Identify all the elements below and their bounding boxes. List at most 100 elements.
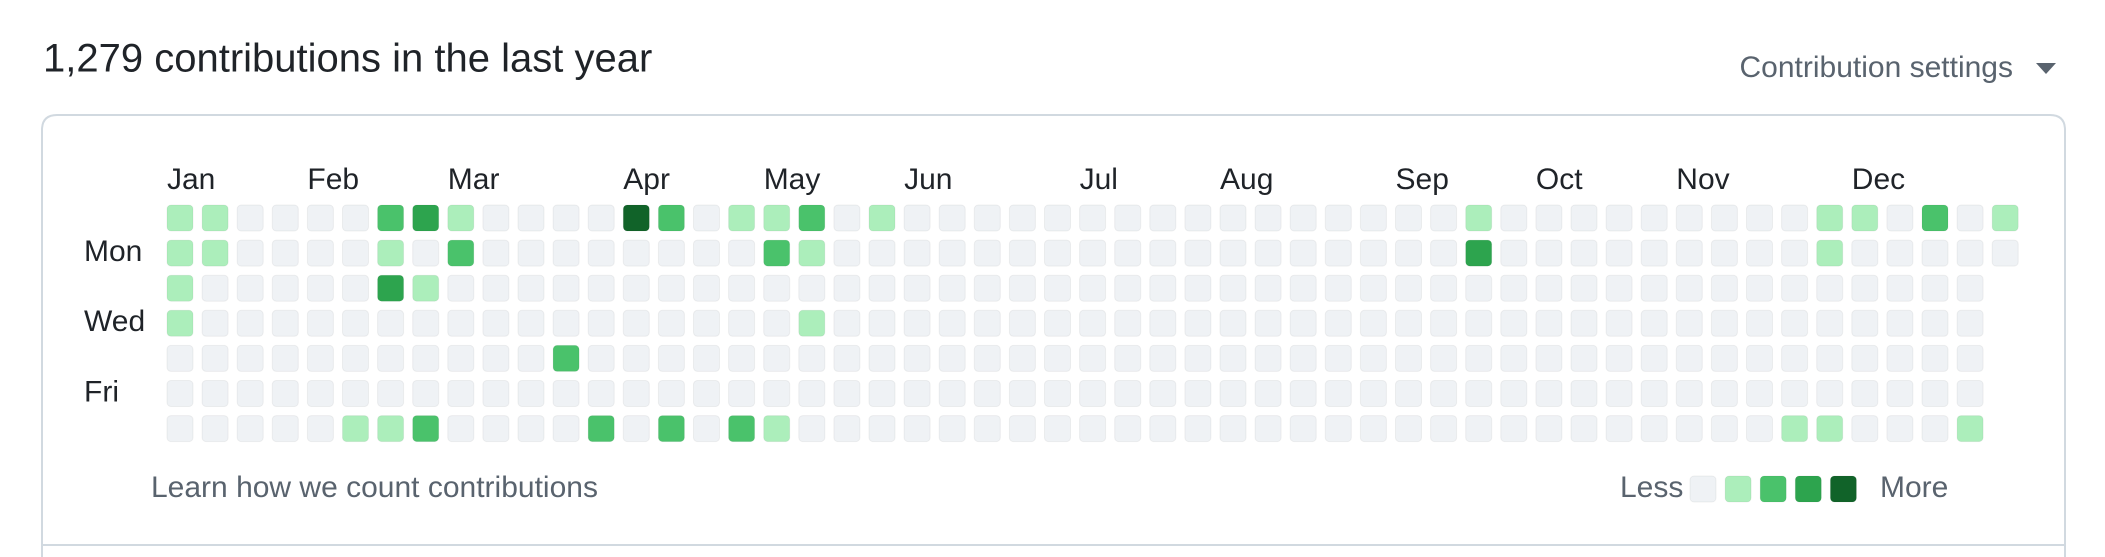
day-cell — [938, 309, 966, 337]
day-cell — [1254, 274, 1282, 302]
day-cell — [552, 274, 580, 302]
day-cell — [1289, 239, 1317, 267]
legend-swatch — [1794, 475, 1822, 503]
day-cell — [1395, 380, 1422, 407]
day-cell — [1008, 204, 1036, 232]
day-cell — [306, 309, 334, 337]
day-cell — [271, 344, 299, 372]
day-cell — [1675, 415, 1703, 443]
day-cell — [1430, 344, 1458, 372]
day-cell — [1886, 344, 1914, 372]
day-cell — [166, 415, 194, 443]
caret[interactable] — [2036, 63, 2056, 74]
day-cell — [517, 380, 545, 407]
day-cell — [1710, 309, 1738, 337]
day-cell — [1921, 380, 1949, 407]
day-cell — [1044, 380, 1071, 407]
day-cell — [1359, 380, 1387, 407]
day-cell — [1219, 204, 1247, 232]
day-cell — [1535, 415, 1563, 443]
day-cell — [903, 309, 931, 337]
day-cell — [973, 309, 1001, 337]
day-cell — [1254, 344, 1282, 372]
day-cell — [1746, 415, 1773, 443]
day-cell — [377, 344, 405, 372]
day-cell — [903, 274, 931, 302]
day-cell — [903, 380, 931, 407]
day-cell — [1114, 380, 1142, 407]
legend-less: Less — [1620, 471, 1683, 504]
day-cell — [236, 204, 264, 232]
day-cell — [938, 239, 966, 267]
day-cell — [1044, 415, 1071, 443]
day-cell — [447, 415, 475, 443]
day-cell — [1149, 309, 1177, 337]
day-cell — [552, 380, 580, 407]
day-cell — [728, 344, 756, 372]
day-cell — [1254, 415, 1282, 443]
day-cell — [1184, 344, 1212, 372]
day-cell — [622, 380, 650, 407]
day-cell — [236, 274, 264, 302]
day-cell — [1570, 344, 1598, 372]
day-cell — [1605, 309, 1633, 337]
day-cell — [447, 274, 475, 302]
day-cell — [587, 239, 615, 267]
day-cell — [517, 309, 545, 337]
day-cell — [1781, 274, 1809, 302]
day-cell — [1746, 380, 1773, 407]
day-cell — [833, 239, 861, 267]
day-cell — [833, 344, 861, 372]
day-cell — [973, 344, 1001, 372]
day-cell — [903, 415, 931, 443]
day-cell — [1219, 344, 1247, 372]
learn-link[interactable]: Learn how we count contributions — [151, 471, 598, 504]
day-cell — [1044, 239, 1071, 267]
day-cell — [1570, 274, 1598, 302]
day-cell — [798, 415, 826, 443]
day-cell — [1219, 380, 1247, 407]
day-cell — [517, 274, 545, 302]
settings-button[interactable]: Contribution settings — [1740, 51, 2014, 84]
day-cell — [201, 239, 229, 267]
day-cell — [377, 380, 405, 407]
day-cell — [271, 309, 299, 337]
day-cell — [1956, 415, 1984, 443]
month-label: Nov — [1676, 163, 1729, 196]
day-cell — [1395, 344, 1422, 372]
day-cell — [342, 380, 369, 407]
day-cell — [587, 380, 615, 407]
day-cell — [1359, 239, 1387, 267]
day-cell — [1956, 204, 1984, 232]
day-cell — [1816, 415, 1844, 443]
day-cell — [728, 204, 756, 232]
day-cell — [1781, 239, 1809, 267]
day-cell — [1465, 204, 1493, 232]
month-label: Sep — [1396, 163, 1449, 196]
day-cell — [763, 204, 791, 232]
day-cell — [1114, 415, 1142, 443]
day-cell — [1675, 309, 1703, 337]
day-cell — [1465, 380, 1493, 407]
day-cell — [1921, 239, 1949, 267]
day-cell — [938, 204, 966, 232]
day-cell — [1289, 344, 1317, 372]
day-cell — [1324, 344, 1352, 372]
day-cell — [306, 274, 334, 302]
day-cell — [1044, 274, 1071, 302]
day-cell — [1114, 309, 1142, 337]
day-cell — [798, 309, 826, 337]
day-cell — [1816, 204, 1844, 232]
day-cell — [1991, 204, 2019, 232]
day-cell — [1324, 274, 1352, 302]
day-label: Mon — [84, 235, 142, 268]
day-cell — [1149, 274, 1177, 302]
day-cell — [903, 239, 931, 267]
day-cell — [657, 380, 685, 407]
legend-swatch — [1689, 475, 1717, 503]
day-cell — [552, 204, 580, 232]
day-cell — [657, 239, 685, 267]
day-cell — [728, 239, 756, 267]
day-cell — [1991, 239, 2019, 267]
